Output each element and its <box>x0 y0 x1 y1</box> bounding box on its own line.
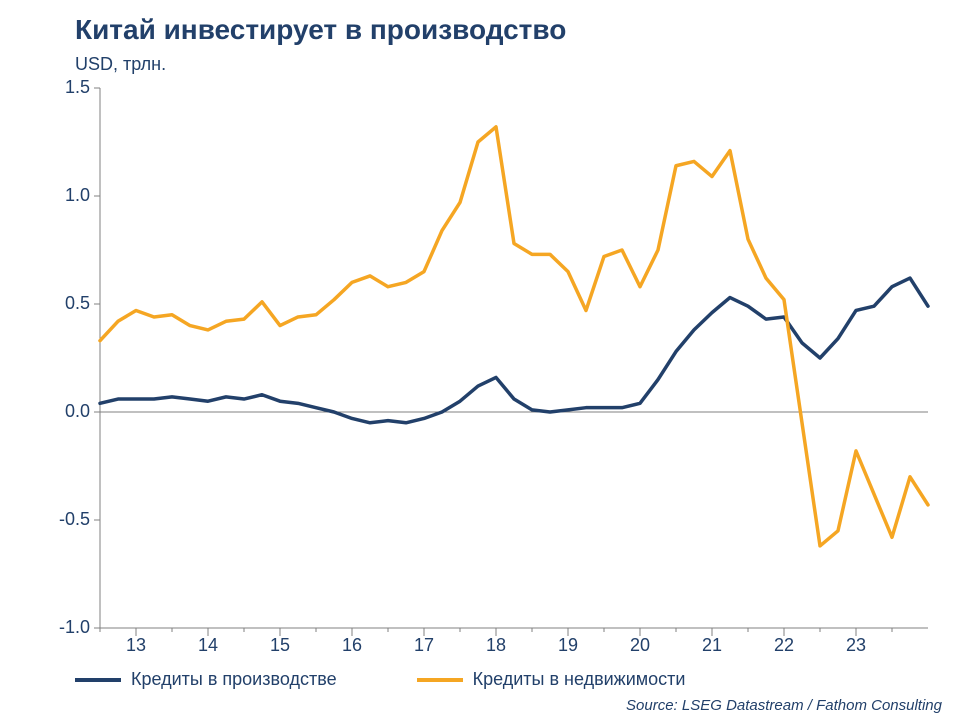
svg-text:-0.5: -0.5 <box>59 509 90 529</box>
legend-item-1: Кредиты в недвижимости <box>417 669 686 690</box>
svg-text:19: 19 <box>558 635 578 655</box>
svg-text:23: 23 <box>846 635 866 655</box>
svg-text:22: 22 <box>774 635 794 655</box>
svg-text:1.0: 1.0 <box>65 185 90 205</box>
legend-label-0: Кредиты в производстве <box>131 669 337 690</box>
svg-text:1.5: 1.5 <box>65 77 90 97</box>
legend-swatch-0 <box>75 678 121 682</box>
legend-item-0: Кредиты в производстве <box>75 669 337 690</box>
svg-text:18: 18 <box>486 635 506 655</box>
svg-text:0.0: 0.0 <box>65 401 90 421</box>
chart-plot: -1.0 -0.5 0.0 0.5 1.0 1.5 13 14 15 16 17 18 19 20 21 22… <box>0 0 960 720</box>
svg-text:17: 17 <box>414 635 434 655</box>
legend: Кредиты в производстве Кредиты в недвижи… <box>75 669 935 690</box>
legend-swatch-1 <box>417 678 463 682</box>
svg-text:16: 16 <box>342 635 362 655</box>
svg-text:-1.0: -1.0 <box>59 617 90 637</box>
svg-text:20: 20 <box>630 635 650 655</box>
svg-text:15: 15 <box>270 635 290 655</box>
chart-container: Китай инвестирует в производство USD, тр… <box>0 0 960 720</box>
svg-text:14: 14 <box>198 635 218 655</box>
svg-text:0.5: 0.5 <box>65 293 90 313</box>
chart-source: Source: LSEG Datastream / Fathom Consult… <box>626 697 942 714</box>
svg-text:21: 21 <box>702 635 722 655</box>
legend-label-1: Кредиты в недвижимости <box>473 669 686 690</box>
svg-text:13: 13 <box>126 635 146 655</box>
